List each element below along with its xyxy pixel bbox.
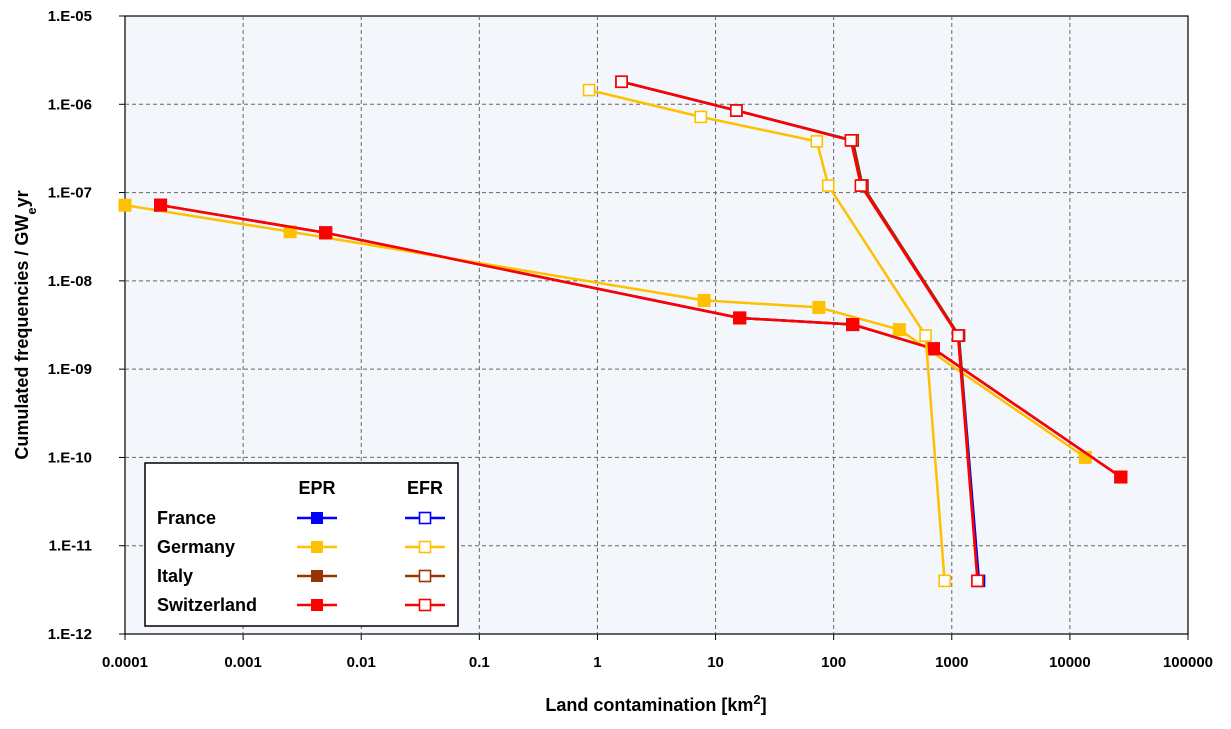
marker-switzerland-efr <box>854 179 868 192</box>
y-tick-label: 1.E-12 <box>48 626 92 643</box>
legend-label-switzerland: Switzerland <box>157 595 257 615</box>
legend: EPR EFR France Germany Italy Switzerland <box>144 462 459 627</box>
marker-germany-efr <box>582 83 596 97</box>
y-tick-label: 1.E-11 <box>49 538 92 555</box>
marker-germany-epr <box>697 293 711 307</box>
x-tick-label: 100000 <box>1163 654 1213 671</box>
x-tick-label: 10 <box>707 654 724 671</box>
series-layer <box>118 75 1128 588</box>
x-tick-labels: 0.0001 0.001 0.01 0.1 1 10 100 1000 10000 100000 <box>102 654 1213 671</box>
x-axis-title: Land contamination [km2] <box>545 692 766 716</box>
marker-switzerland-efr <box>844 134 858 147</box>
marker-germany-epr <box>812 300 826 314</box>
x-tick-label: 100 <box>821 654 846 671</box>
y-tick-label: 1.E-07 <box>48 185 92 202</box>
x-tick-label: 0.1 <box>469 654 490 671</box>
marker-switzerland-epr <box>733 311 747 325</box>
legend-marker-switzerland-epr <box>311 599 323 611</box>
grid <box>119 15 1189 640</box>
x-tick-label: 1000 <box>935 654 968 671</box>
legend-marker-germany-epr <box>311 541 323 553</box>
marker-germany-efr <box>810 135 824 148</box>
y-tick-label: 1.E-08 <box>48 273 92 290</box>
marker-switzerland-epr <box>319 226 333 240</box>
legend-marker-italy-efr <box>418 569 432 583</box>
y-tick-label: 1.E-06 <box>48 96 92 113</box>
x-tick-label: 0.01 <box>347 654 376 671</box>
x-tick-label: 1 <box>593 654 601 671</box>
marker-germany-epr <box>118 198 132 212</box>
marker-germany-efr <box>938 574 951 588</box>
y-axis-title: Cumulated frequencies / GWeyr <box>12 190 39 459</box>
legend-header-efr: EFR <box>407 478 443 498</box>
legend-label-germany: Germany <box>157 537 235 557</box>
marker-germany-efr <box>694 110 708 124</box>
legend-marker-italy-epr <box>311 570 323 582</box>
x-tick-label: 0.0001 <box>102 654 148 671</box>
series-line-switzerland-epr <box>160 203 1122 479</box>
legend-label-france: France <box>157 508 216 528</box>
marker-switzerland-efr <box>971 574 984 588</box>
legend-marker-france-epr <box>311 512 323 524</box>
series-germany-efr <box>582 83 951 588</box>
legend-samples <box>297 511 445 612</box>
marker-switzerland-efr <box>615 75 628 89</box>
marker-switzerland-epr <box>154 198 168 212</box>
legend-marker-switzerland-efr <box>418 598 432 612</box>
legend-label-italy: Italy <box>157 566 193 586</box>
legend-marker-germany-efr <box>418 540 432 554</box>
y-tick-label: 1.E-09 <box>48 361 92 378</box>
y-tick-label: 1.E-10 <box>48 449 92 466</box>
marker-germany-epr <box>892 323 906 337</box>
y-tick-labels: 1.E-12 1.E-11 1.E-10 1.E-09 1.E-08 1.E-07 1.E-… <box>48 8 92 643</box>
legend-header-epr: EPR <box>298 478 335 498</box>
legend-box <box>144 462 459 627</box>
series-line-switzerland-efr <box>621 80 979 581</box>
series-switzerland-epr <box>154 198 1128 484</box>
marker-switzerland-epr <box>1114 470 1128 484</box>
marker-germany-efr <box>919 329 932 342</box>
series-switzerland-efr <box>615 75 984 588</box>
y-tick-label: 1.E-05 <box>48 8 92 25</box>
marker-switzerland-epr <box>926 342 940 356</box>
x-tick-label: 0.001 <box>224 654 262 671</box>
marker-switzerland-epr <box>846 318 860 332</box>
legend-marker-france-efr <box>418 511 432 525</box>
x-tick-label: 10000 <box>1049 654 1091 671</box>
marker-germany-efr <box>821 179 835 192</box>
marker-switzerland-efr <box>951 329 965 342</box>
series-line-germany-efr <box>588 88 946 581</box>
marker-switzerland-efr <box>730 104 743 117</box>
